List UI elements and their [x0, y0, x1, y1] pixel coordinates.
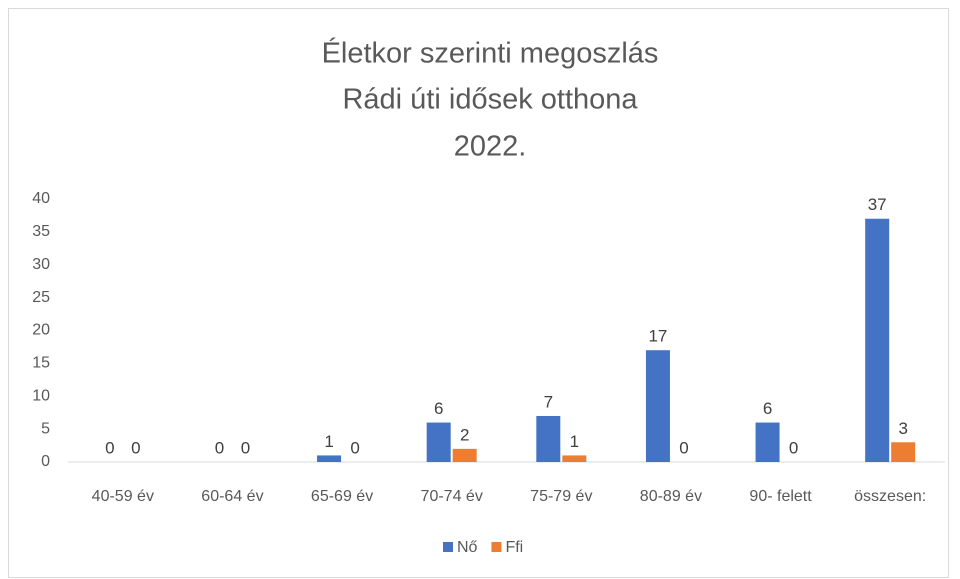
y-tick-label: 15 [32, 355, 50, 372]
data-label: 0 [350, 438, 359, 457]
data-label: 0 [241, 438, 250, 457]
data-label: 2 [460, 425, 469, 444]
y-tick-label: 30 [32, 256, 50, 273]
y-tick-label: 35 [32, 223, 50, 240]
x-tick-label: 75-79 év [530, 488, 592, 505]
data-label: 0 [131, 438, 140, 457]
y-tick-label: 20 [32, 322, 50, 339]
bar [426, 422, 451, 462]
chart-border [8, 8, 949, 578]
y-tick-label: 0 [41, 453, 50, 470]
legend-swatch [491, 542, 502, 552]
bar [645, 350, 670, 462]
data-label: 0 [679, 438, 688, 457]
bar [536, 415, 561, 462]
x-tick-label: összesen: [854, 488, 926, 505]
bar [452, 448, 477, 462]
data-label: 0 [789, 438, 798, 457]
legend-swatch [443, 542, 453, 552]
data-label: 17 [648, 327, 667, 346]
data-label: 0 [215, 438, 224, 457]
chart-title: 2022. [454, 131, 527, 163]
legend-label: Ffi [505, 539, 523, 556]
bar [755, 422, 780, 462]
x-tick-label: 70-74 év [421, 488, 483, 505]
y-tick-label: 40 [32, 190, 50, 207]
chart-title: Rádi úti idősek otthona [342, 84, 638, 116]
chart-title: Életkor szerinti megoszlás [322, 37, 659, 70]
data-label: 3 [898, 419, 907, 438]
x-tick-label: 40-59 év [92, 488, 154, 505]
data-label: 1 [324, 432, 333, 451]
y-tick-label: 10 [32, 387, 50, 404]
data-label: 6 [434, 399, 443, 418]
data-label: 7 [544, 392, 553, 411]
bar [865, 218, 890, 462]
data-label: 1 [570, 432, 579, 451]
bar [891, 442, 916, 462]
y-tick-label: 5 [41, 420, 50, 437]
x-tick-label: 80-89 év [640, 488, 702, 505]
bar [562, 455, 587, 462]
bar [317, 455, 342, 462]
data-label: 6 [763, 399, 772, 418]
y-tick-label: 25 [32, 289, 50, 306]
data-label: 0 [105, 438, 114, 457]
x-tick-label: 65-69 év [311, 488, 373, 505]
x-tick-label: 90- felett [749, 488, 812, 505]
data-label: 37 [868, 195, 887, 214]
legend-label: Nő [457, 539, 478, 556]
x-tick-label: 60-64 év [201, 488, 263, 505]
